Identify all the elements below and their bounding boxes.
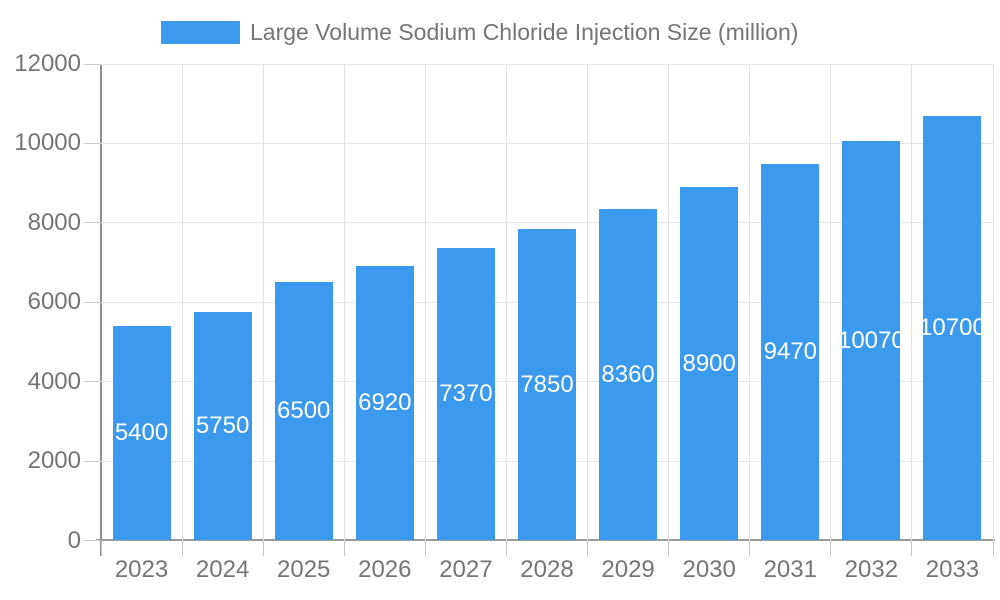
x-axis-tick-6 bbox=[587, 540, 589, 556]
y-axis-tick-12000 bbox=[84, 63, 101, 65]
x-axis-label-2033: 2033 bbox=[925, 556, 980, 583]
bar-value-label-2026: 6920 bbox=[358, 389, 412, 417]
legend-item[interactable]: Large Volume Sodium Chloride Injection S… bbox=[161, 19, 799, 45]
bar-2027[interactable] bbox=[436, 247, 495, 541]
gridline-vertical-6 bbox=[587, 64, 589, 541]
x-axis-tick-5 bbox=[505, 540, 507, 556]
x-axis-tick-7 bbox=[668, 540, 670, 556]
legend-label: Large Volume Sodium Chloride Injection S… bbox=[250, 19, 799, 45]
y-axis-label-8000: 8000 bbox=[27, 208, 81, 236]
y-axis-tick-2000 bbox=[84, 460, 101, 462]
x-axis-tick-8 bbox=[749, 540, 751, 556]
bar-2026[interactable] bbox=[355, 265, 414, 541]
gridline-vertical-3 bbox=[343, 64, 345, 541]
bar-2033[interactable] bbox=[923, 115, 982, 541]
bar-2024[interactable] bbox=[193, 312, 252, 541]
gridline-vertical-9 bbox=[830, 64, 832, 541]
gridline-vertical-8 bbox=[749, 64, 751, 541]
x-axis-tick-4 bbox=[424, 540, 426, 556]
x-axis-label-2025: 2025 bbox=[277, 556, 331, 583]
bar-value-label-2031: 9470 bbox=[763, 338, 817, 366]
bar-value-label-2033: 10700 bbox=[919, 314, 986, 342]
bar-value-label-2028: 7850 bbox=[520, 370, 574, 398]
gridline-horizontal-10000 bbox=[101, 142, 993, 144]
bar-value-label-2032: 10070 bbox=[837, 326, 905, 354]
y-axis-label-4000: 4000 bbox=[27, 367, 81, 395]
bar-value-label-2027: 7370 bbox=[439, 380, 493, 408]
x-axis-tick-0 bbox=[100, 540, 102, 556]
x-axis-label-2029: 2029 bbox=[601, 556, 655, 583]
gridline-vertical-7 bbox=[668, 64, 670, 541]
x-axis-label-2030: 2030 bbox=[682, 556, 736, 583]
x-axis-tick-3 bbox=[343, 540, 345, 556]
bar-value-label-2030: 8900 bbox=[682, 349, 736, 377]
y-axis-label-2000: 2000 bbox=[27, 447, 81, 475]
y-axis-label-6000: 6000 bbox=[27, 288, 81, 316]
x-axis-label-2024: 2024 bbox=[195, 556, 250, 583]
gridline-vertical-4 bbox=[424, 64, 426, 541]
gridline-vertical-2 bbox=[262, 64, 264, 541]
gridline-horizontal-12000 bbox=[101, 63, 993, 65]
x-axis-label-2026: 2026 bbox=[358, 556, 412, 583]
bar-value-label-2024: 5750 bbox=[195, 412, 250, 440]
bar-2025[interactable] bbox=[274, 282, 333, 541]
gridline-vertical-11 bbox=[992, 64, 994, 541]
gridline-vertical-5 bbox=[505, 64, 507, 541]
y-axis-tick-4000 bbox=[84, 381, 101, 383]
y-axis-label-0: 0 bbox=[67, 526, 81, 554]
bar-2029[interactable] bbox=[599, 208, 658, 541]
y-axis-label-10000: 10000 bbox=[14, 129, 81, 157]
bar-2023[interactable] bbox=[112, 326, 171, 541]
gridline-horizontal-8000 bbox=[101, 222, 993, 224]
x-axis-label-2031: 2031 bbox=[763, 556, 817, 583]
y-axis-tick-6000 bbox=[84, 301, 101, 303]
x-axis-tick-11 bbox=[992, 540, 994, 556]
gridline-vertical-1 bbox=[181, 64, 183, 541]
y-axis-line bbox=[100, 64, 102, 556]
x-axis-label-2032: 2032 bbox=[844, 556, 899, 583]
x-axis-label-2027: 2027 bbox=[439, 556, 493, 583]
y-axis-tick-8000 bbox=[84, 222, 101, 224]
bar-2032[interactable] bbox=[842, 140, 901, 541]
bar-value-label-2023: 5400 bbox=[114, 419, 169, 447]
gridline-vertical-10 bbox=[911, 64, 913, 541]
bar-2030[interactable] bbox=[680, 187, 739, 541]
x-axis-tick-1 bbox=[181, 540, 183, 556]
y-axis-tick-10000 bbox=[84, 142, 101, 144]
legend-swatch bbox=[161, 21, 240, 44]
bar-2031[interactable] bbox=[761, 164, 820, 541]
x-axis-tick-2 bbox=[262, 540, 264, 556]
x-axis-tick-10 bbox=[911, 540, 913, 556]
x-axis-label-2028: 2028 bbox=[520, 556, 574, 583]
y-axis-label-12000: 12000 bbox=[14, 50, 81, 77]
bar-2028[interactable] bbox=[518, 228, 576, 541]
x-axis-label-2023: 2023 bbox=[114, 556, 169, 583]
bar-value-label-2029: 8360 bbox=[601, 360, 655, 388]
y-axis-tick-0 bbox=[84, 540, 101, 541]
bar-value-label-2025: 6500 bbox=[277, 397, 331, 425]
x-axis-tick-9 bbox=[830, 540, 832, 556]
